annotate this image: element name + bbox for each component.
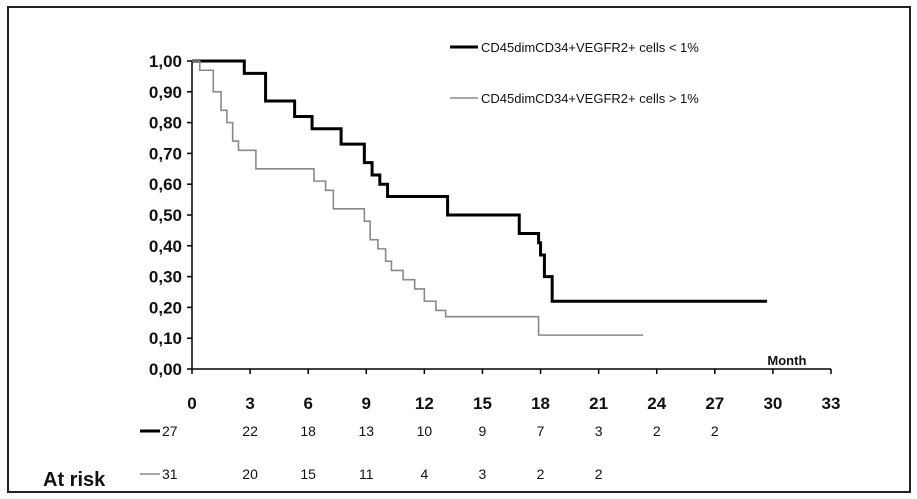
x-tick-label: 15	[473, 394, 492, 413]
x-tick-label: 21	[589, 394, 608, 413]
x-tick-label: 12	[415, 394, 434, 413]
x-tick-label: 18	[531, 394, 550, 413]
at-risk-count: 2	[595, 466, 603, 482]
at-risk-row-start-1: 27	[162, 423, 178, 439]
at-risk-table: 27 22 18 13 10 9 7 3 2 231 20 15 11 4 3 2 2At risk	[43, 423, 719, 491]
y-tick-label: 0,90	[149, 83, 182, 102]
x-tick-label: 33	[822, 394, 841, 413]
y-tick-label: 0,10	[149, 329, 182, 348]
y-tick-label: 0,00	[149, 360, 182, 379]
at-risk-count: 22	[242, 423, 258, 439]
y-tick-label: 0,70	[149, 144, 182, 163]
at-risk-count: 20	[242, 466, 258, 482]
y-tick-label: 0,80	[149, 114, 182, 133]
legend-label-2: CD45dimCD34+VEGFR2+ cells > 1%	[481, 91, 699, 106]
at-risk-count: 3	[595, 423, 603, 439]
at-risk-count: 18	[300, 423, 316, 439]
legend: CD45dimCD34+VEGFR2+ cells < 1% CD45dimCD3…	[450, 40, 699, 106]
y-tick-label: 0,60	[149, 175, 182, 194]
survival-curve-2	[192, 60, 644, 336]
x-tick-label: 6	[303, 394, 312, 413]
y-tick-label: 1,00	[149, 52, 182, 71]
at-risk-count: 10	[417, 423, 433, 439]
at-risk-count: 7	[537, 423, 545, 439]
x-tick-label: 9	[362, 394, 371, 413]
at-risk-count: 11	[359, 466, 374, 482]
at-risk-label: At risk	[43, 469, 106, 491]
y-tick-label: 0,20	[149, 298, 182, 317]
legend-label-1: CD45dimCD34+VEGFR2+ cells < 1%	[481, 40, 699, 55]
at-risk-count: 2	[537, 466, 545, 482]
x-tick-label: 27	[705, 394, 724, 413]
y-tick-label: 0,50	[149, 206, 182, 225]
y-tick-label: 0,30	[149, 268, 182, 287]
x-tick-label: 24	[647, 394, 666, 413]
survival-curves	[192, 59, 768, 336]
at-risk-count: 2	[711, 423, 719, 439]
at-risk-row-start-2: 31	[162, 466, 178, 482]
x-axis-unit-label: Month	[767, 353, 806, 368]
tick-labels: 0,00 0,10 0,20 0,30 0,40 0,50 0,60 0,70 0,80 0,90…	[149, 52, 841, 413]
at-risk-count: 2	[653, 423, 661, 439]
survival-curve-1	[192, 59, 768, 303]
at-risk-count: 9	[479, 423, 487, 439]
at-risk-count: 4	[420, 466, 428, 482]
figure-frame	[7, 6, 911, 493]
x-tick-label: 30	[763, 394, 782, 413]
at-risk-count: 13	[358, 423, 374, 439]
x-tick-label: 0	[187, 394, 196, 413]
at-risk-count: 15	[300, 466, 316, 482]
at-risk-count: 3	[479, 466, 487, 482]
axes	[187, 60, 832, 374]
x-tick-label: 3	[245, 394, 254, 413]
y-tick-label: 0,40	[149, 237, 182, 256]
